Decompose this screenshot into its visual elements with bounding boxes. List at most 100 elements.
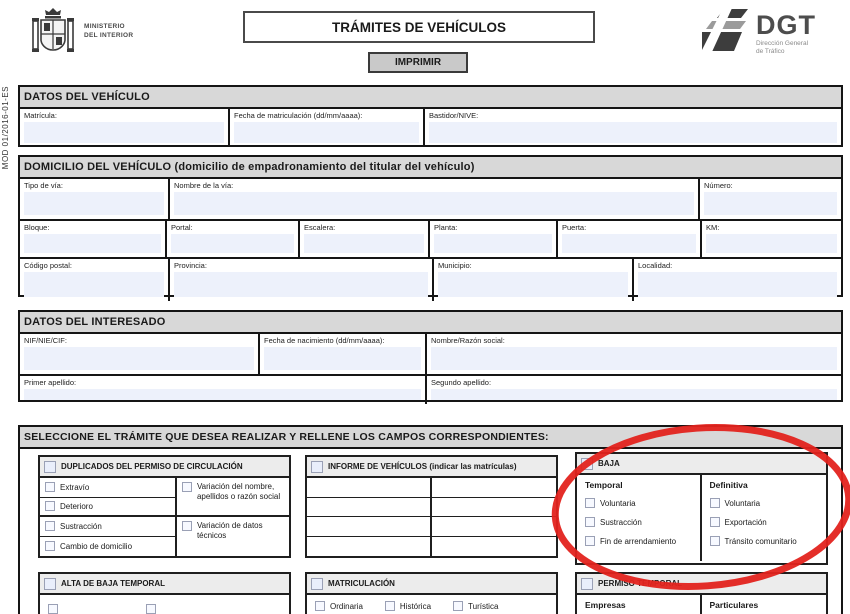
fecha-nacimiento-input[interactable]: [264, 347, 421, 370]
box-baja: BAJA Temporal Voluntaria Sustracción Fin…: [575, 452, 828, 565]
numero-input[interactable]: [704, 192, 837, 215]
planta-input[interactable]: [434, 234, 552, 253]
page-title: TRÁMITES DE VEHÍCULOS: [243, 11, 595, 43]
nif-input[interactable]: [24, 347, 254, 370]
matricula-input[interactable]: [24, 122, 224, 143]
bastidor-label: Bastidor/NIVE:: [429, 111, 479, 120]
section-datos-interesado: DATOS DEL INTERESADO NIF/NIE/CIF: Fecha …: [18, 310, 843, 404]
alta-baja-temporal-checkbox[interactable]: [44, 577, 56, 590]
localidad-label: Localidad:: [638, 261, 673, 270]
box-duplicados: DUPLICADOS DEL PERMISO DE CIRCULACIÓN Ex…: [38, 455, 291, 558]
alta-option-checkbox[interactable]: [48, 604, 58, 614]
baja-exportacion-label: Exportación: [724, 517, 767, 527]
baja-checkbox[interactable]: [581, 457, 593, 470]
variacion-nombre-checkbox[interactable]: [181, 482, 192, 492]
matricula-cell-input[interactable]: [307, 517, 432, 537]
alta-option-checkbox[interactable]: [146, 604, 156, 614]
matriculacion-ordinaria-label: Ordinaria: [330, 601, 363, 611]
baja-fin-arrendamiento-label: Fin de arrendamiento: [600, 536, 677, 546]
portal-input[interactable]: [171, 234, 294, 253]
box-informe-vehiculos: INFORME DE VEHÍCULOS (indicar las matríc…: [305, 455, 558, 558]
municipio-label: Municipio:: [438, 261, 472, 270]
matricula-cell-input[interactable]: [432, 537, 557, 557]
baja-temporal-sustraccion-checkbox[interactable]: [585, 517, 595, 527]
dgt-acronym: DGT: [756, 10, 816, 40]
baja-transito-comunitario-label: Tránsito comunitario: [724, 536, 797, 546]
matricula-cell-input[interactable]: [307, 497, 432, 517]
provincia-input[interactable]: [174, 272, 428, 297]
baja-temporal-sustraccion-label: Sustracción: [600, 517, 642, 527]
variacion-nombre-label: Variación del nombre, apellidos o razón …: [196, 482, 281, 501]
matricula-cell-input[interactable]: [431, 478, 556, 498]
razon-social-label: Nombre/Razón social:: [431, 336, 505, 345]
bloque-input[interactable]: [24, 234, 161, 253]
baja-fin-arrendamiento-checkbox[interactable]: [585, 536, 595, 546]
form-model-code: MOD 01/2016-01-ES: [1, 86, 10, 170]
primer-apellido-input[interactable]: [24, 389, 421, 400]
variacion-datos-checkbox[interactable]: [181, 521, 192, 531]
baja-temporal-label: Temporal: [585, 480, 623, 490]
box-matriculacion: MATRICULACIÓN Ordinaria Histórica Turíst…: [305, 572, 558, 614]
municipio-input[interactable]: [438, 272, 628, 297]
section-title: DATOS DEL INTERESADO: [20, 312, 841, 334]
nif-label: NIF/NIE/CIF:: [24, 336, 67, 345]
informe-checkbox[interactable]: [311, 460, 323, 473]
deterioro-checkbox[interactable]: [45, 501, 55, 512]
dgt-logo: DGT Dirección General de Tráfico: [700, 6, 816, 56]
localidad-input[interactable]: [638, 272, 837, 297]
matriculacion-checkbox[interactable]: [311, 577, 323, 590]
fecha-nacimiento-label: Fecha de nacimiento (dd/mm/aaaa):: [264, 336, 385, 345]
permiso-temporal-checkbox[interactable]: [581, 577, 593, 590]
permiso-particulares-label: Particulares: [709, 600, 759, 610]
matriculacion-title: MATRICULACIÓN: [328, 578, 395, 588]
permiso-empresas-label: Empresas: [585, 600, 626, 610]
escalera-input[interactable]: [304, 234, 424, 253]
ministry-label: MINISTERIO DEL INTERIOR: [84, 23, 134, 39]
permiso-temporal-title: PERMISO TEMPORAL: [598, 578, 683, 588]
tipo-via-label: Tipo de vía:: [24, 181, 63, 190]
baja-definitiva-voluntaria-label: Voluntaria: [724, 498, 761, 508]
km-label: KM:: [706, 223, 720, 232]
sustraccion-checkbox[interactable]: [45, 521, 55, 532]
nombre-via-label: Nombre de la vía:: [174, 181, 234, 190]
section-title: DOMICILIO DEL VEHÍCULO (domicilio de emp…: [20, 157, 841, 179]
box-permiso-temporal: PERMISO TEMPORAL Empresas Particulares: [575, 572, 828, 614]
provincia-label: Provincia:: [174, 261, 207, 270]
fecha-matriculacion-input[interactable]: [234, 122, 419, 143]
bastidor-input[interactable]: [429, 122, 837, 143]
matricula-cell-input[interactable]: [307, 536, 432, 556]
variacion-datos-label: Variación de datos técnicos: [196, 521, 263, 540]
matricula-cell-input[interactable]: [431, 498, 556, 517]
tipo-via-input[interactable]: [24, 192, 164, 215]
baja-temporal-voluntaria-label: Voluntaria: [600, 498, 636, 508]
print-button[interactable]: IMPRIMIR: [368, 52, 468, 73]
codigo-postal-input[interactable]: [24, 272, 164, 297]
segundo-apellido-input[interactable]: [431, 389, 837, 400]
duplicados-checkbox[interactable]: [44, 460, 56, 473]
matriculacion-turistica-checkbox[interactable]: [453, 601, 464, 611]
section-domicilio-vehiculo: DOMICILIO DEL VEHÍCULO (domicilio de emp…: [18, 155, 843, 301]
extravio-checkbox[interactable]: [45, 482, 55, 493]
baja-definitiva-voluntaria-checkbox[interactable]: [709, 498, 720, 508]
puerta-input[interactable]: [562, 234, 696, 253]
matriculacion-ordinaria-checkbox[interactable]: [315, 601, 325, 611]
section-datos-vehiculo: DATOS DEL VEHÍCULO Matrícula: Fecha de m…: [18, 85, 843, 147]
dgt-subtitle: Dirección General de Tráfico: [756, 40, 809, 55]
baja-temporal-voluntaria-checkbox[interactable]: [585, 498, 595, 508]
matriculacion-historica-checkbox[interactable]: [384, 601, 395, 611]
matricula-cell-input[interactable]: [431, 517, 556, 537]
numero-label: Número:: [704, 181, 733, 190]
cambio-domicilio-label: Cambio de domicilio: [60, 541, 133, 551]
nombre-via-input[interactable]: [174, 192, 694, 215]
baja-transito-comunitario-checkbox[interactable]: [709, 536, 720, 546]
matriculacion-turistica-label: Turística: [468, 601, 499, 611]
sustraccion-label: Sustracción: [60, 521, 102, 531]
km-input[interactable]: [706, 234, 837, 253]
section-title: SELECCIONE EL TRÁMITE QUE DESEA REALIZAR…: [20, 427, 841, 449]
matricula-cell-input[interactable]: [307, 478, 432, 498]
baja-exportacion-checkbox[interactable]: [709, 517, 720, 527]
cambio-domicilio-checkbox[interactable]: [45, 541, 55, 552]
planta-label: Planta:: [434, 223, 458, 232]
razon-social-input[interactable]: [431, 347, 837, 370]
